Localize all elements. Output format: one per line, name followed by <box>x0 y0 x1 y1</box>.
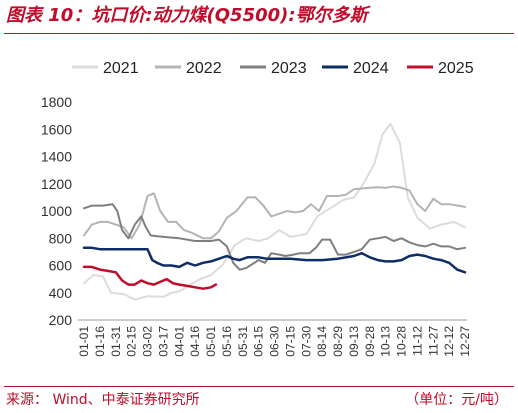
y-tick-label: 400 <box>49 285 73 301</box>
x-tick-label: 10-28 <box>395 326 409 357</box>
x-tick-label: 07-15 <box>283 326 297 357</box>
x-tick-label: 09-13 <box>347 326 361 357</box>
series-line-2024 <box>82 246 467 274</box>
series-line-2021 <box>83 122 466 301</box>
y-tick-label: 1200 <box>41 176 72 192</box>
y-axis: 200 400 600 800 1000 1200 1400 1600 1800 <box>41 94 467 328</box>
x-tick-label: 05-01 <box>204 326 218 357</box>
y-tick-label: 1800 <box>41 94 72 110</box>
chart-title: 图表 10：坑口价:动力煤(Q5500):鄂尔多斯 <box>6 5 368 26</box>
plot-area <box>82 122 467 301</box>
x-tick-label: 12-12 <box>442 326 456 357</box>
legend: 2021 2022 2023 2024 2025 <box>72 60 474 77</box>
x-tick-label: 03-17 <box>156 326 170 357</box>
x-tick-label: 02-15 <box>125 326 139 357</box>
x-tick-label: 06-15 <box>252 326 266 357</box>
x-tick-label: 11-12 <box>410 326 424 356</box>
x-tick-label: 08-14 <box>315 326 329 357</box>
series-line-2022 <box>83 185 466 240</box>
legend-label: 2025 <box>438 60 474 77</box>
x-tick-label: 05-16 <box>220 326 234 357</box>
series-line-2023 <box>83 203 466 271</box>
line-chart: 2021 2022 2023 2024 2025 200 400 600 800 1000 120… <box>41 60 474 357</box>
unit-note: （单位：元/吨） <box>405 392 508 408</box>
x-tick-label: 04-01 <box>172 326 186 357</box>
x-tick-label: 12-27 <box>458 326 472 357</box>
source-note: 来源： Wind、中泰证券研究所 <box>6 392 200 408</box>
x-tick-label: 09-28 <box>363 326 377 357</box>
y-tick-label: 200 <box>49 312 73 328</box>
title-rule <box>4 33 514 34</box>
legend-label: 2022 <box>186 60 222 77</box>
source-rule <box>4 386 514 387</box>
x-tick-label: 01-01 <box>77 326 91 357</box>
x-tick-label: 11-27 <box>426 326 440 356</box>
y-tick-label: 1600 <box>41 121 72 137</box>
x-tick-label: 08-29 <box>331 326 345 357</box>
x-tick-label: 06-30 <box>268 326 282 357</box>
x-tick-label: 03-02 <box>141 326 155 357</box>
y-tick-label: 800 <box>49 230 73 246</box>
series-line-2025 <box>82 265 218 290</box>
legend-label: 2024 <box>353 60 389 77</box>
y-tick-label: 1400 <box>41 149 72 165</box>
x-tick-label: 01-31 <box>109 326 123 357</box>
y-tick-label: 600 <box>49 258 73 274</box>
x-tick-label: 04-16 <box>188 326 202 357</box>
x-tick-label: 01-16 <box>93 326 107 357</box>
legend-label: 2021 <box>103 60 139 77</box>
y-tick-label: 1000 <box>41 203 72 219</box>
legend-label: 2023 <box>271 60 307 77</box>
x-tick-label: 10-13 <box>379 326 393 357</box>
x-tick-label: 07-30 <box>299 326 313 357</box>
x-axis: 01-01 01-16 01-31 02-15 03-02 03-17 04-01 04-16… <box>77 326 472 357</box>
x-tick-label: 05-31 <box>236 326 250 357</box>
